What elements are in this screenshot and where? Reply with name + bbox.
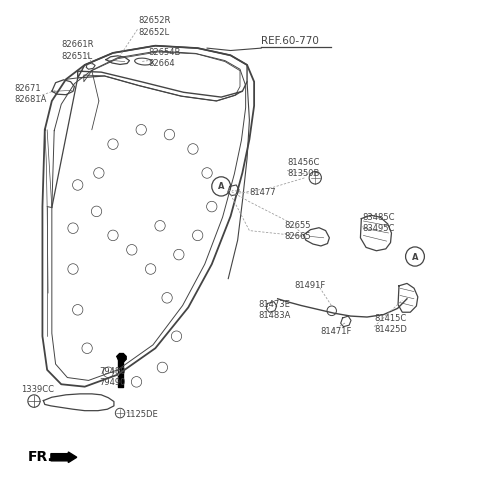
Text: 81471F: 81471F: [320, 327, 351, 336]
FancyArrow shape: [51, 452, 77, 463]
Text: 81473E
81483A: 81473E 81483A: [259, 300, 291, 320]
Text: 83485C
83495C: 83485C 83495C: [362, 213, 395, 233]
Text: 81477: 81477: [250, 188, 276, 196]
Text: 1125DE: 1125DE: [125, 410, 157, 418]
Text: 82671
82681A: 82671 82681A: [14, 84, 47, 104]
Text: FR.: FR.: [27, 450, 53, 464]
Text: 82655
82665: 82655 82665: [285, 220, 312, 241]
Text: 1339CC: 1339CC: [21, 385, 54, 393]
Text: 82654B
82664: 82654B 82664: [148, 48, 180, 68]
Text: A: A: [218, 182, 225, 192]
Text: REF.60-770: REF.60-770: [261, 36, 319, 46]
Text: 81456C
81350B: 81456C 81350B: [287, 158, 319, 178]
Text: 81491F: 81491F: [294, 281, 325, 290]
Text: 79480
79490: 79480 79490: [99, 367, 125, 387]
Text: A: A: [412, 252, 418, 262]
Text: 82661R
82651L: 82661R 82651L: [61, 41, 94, 61]
Polygon shape: [117, 353, 126, 362]
Text: 81415C
81425D: 81415C 81425D: [374, 314, 407, 334]
Text: 82652R
82652L: 82652R 82652L: [139, 17, 171, 37]
